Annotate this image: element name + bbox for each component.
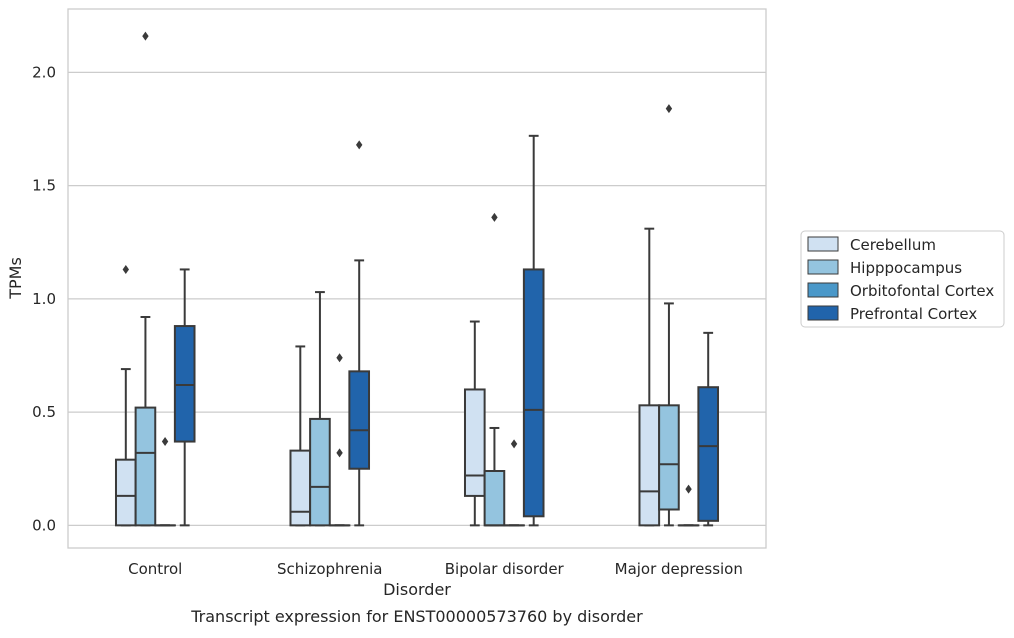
box-body: [639, 405, 659, 525]
box-body: [485, 471, 505, 525]
box-body: [136, 408, 156, 526]
x-axis-ticks: Control Schizophrenia Bipolar disorder Majo…: [128, 560, 743, 578]
box-body: [659, 405, 679, 509]
y-axis-label: TPMs: [6, 257, 25, 300]
y-tick-label: 1.0: [32, 290, 56, 308]
y-tick-label: 0.0: [32, 516, 56, 534]
x-axis-label: Disorder: [383, 580, 451, 599]
y-axis-ticks: 0.0 0.5 1.0 1.5 2.0: [32, 63, 56, 534]
legend-swatch: [808, 237, 838, 251]
legend-label: Orbitofontal Cortex: [850, 282, 994, 300]
y-tick-label: 1.5: [32, 177, 56, 195]
legend: Cerebellum Hipppocampus Orbitofontal Corte…: [801, 231, 1004, 327]
box-body: [465, 389, 485, 495]
y-tick-label: 2.0: [32, 63, 56, 81]
chart-title: Transcript expression for ENST0000057376…: [190, 607, 643, 626]
box-body: [524, 269, 544, 516]
x-tick-label: Bipolar disorder: [445, 560, 565, 578]
x-tick-label: Schizophrenia: [277, 560, 382, 578]
legend-label: Hipppocampus: [850, 259, 962, 277]
legend-label: Prefrontal Cortex: [850, 305, 977, 323]
y-tick-label: 0.5: [32, 403, 56, 421]
legend-swatch: [808, 283, 838, 297]
legend-swatch: [808, 260, 838, 274]
box-body: [310, 419, 330, 525]
x-tick-label: Control: [128, 560, 182, 578]
x-tick-label: Major depression: [615, 560, 743, 578]
box-body: [698, 387, 718, 521]
box-body: [290, 451, 310, 526]
box-body: [349, 371, 369, 468]
legend-label: Cerebellum: [850, 236, 936, 254]
box-body: [175, 326, 195, 442]
box-body: [116, 460, 136, 526]
legend-swatch: [808, 306, 838, 320]
